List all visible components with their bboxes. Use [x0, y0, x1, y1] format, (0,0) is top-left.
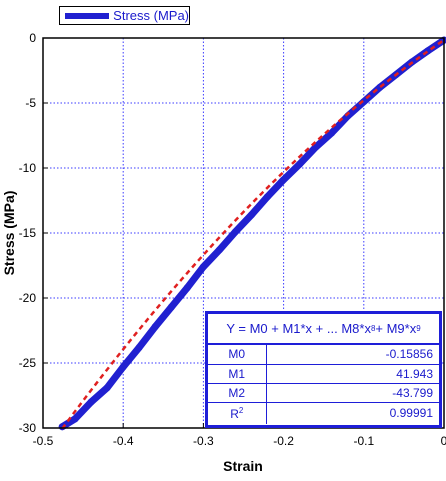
fit-param-label: M0: [208, 345, 267, 365]
x-tick-label: -0.3: [193, 434, 214, 448]
fit-row: M0 -0.15856: [208, 345, 439, 365]
x-axis-label: Strain: [223, 458, 263, 474]
fit-param-label: R2: [208, 401, 267, 424]
x-tick-label: -0.1: [353, 434, 374, 448]
fit-curve: [61, 39, 445, 430]
data-point: [71, 415, 79, 423]
data-point: [296, 160, 304, 168]
data-point: [360, 98, 368, 106]
y-tick-label: 0: [29, 31, 36, 45]
y-tick-label: -10: [19, 161, 37, 175]
data-point: [119, 363, 127, 371]
data-point: [167, 303, 175, 311]
legend-label: Stress (MPa): [113, 8, 189, 23]
data-point: [87, 398, 95, 406]
x-tick-label: -0.5: [33, 434, 54, 448]
data-point: [183, 284, 191, 292]
fit-param-label: M1: [208, 363, 267, 384]
legend-swatch: [65, 12, 110, 19]
y-tick-label: -20: [19, 291, 37, 305]
data-point: [103, 384, 111, 392]
data-point: [231, 228, 239, 236]
fit-param-label: M2: [208, 382, 267, 403]
data-point: [248, 211, 256, 219]
fit-coefficients: M0 -0.15856 M1 41.943 M2 -43.799 R2 0.99991: [208, 345, 439, 424]
data-point: [328, 129, 336, 137]
data-point: [135, 343, 143, 351]
fit-results-table: Y = M0 + M1*x + ... M8*x 8 + M9*x 9 M0 -0.1…: [205, 311, 442, 428]
y-tick-label: -15: [19, 226, 37, 240]
legend: Stress (MPa): [59, 6, 190, 25]
y-tick-label: -30: [19, 421, 37, 435]
y-tick-label: -5: [25, 96, 36, 110]
data-point: [264, 193, 272, 201]
fit-param-value: -43.799: [265, 382, 439, 403]
y-tick-label: -25: [19, 356, 37, 370]
x-tick-label: 0: [441, 434, 446, 448]
data-point: [312, 143, 320, 151]
data-series: [58, 36, 446, 431]
x-axis-ticks: -0.5 -0.4 -0.3 -0.2 -0.1 0: [33, 423, 446, 448]
fit-param-value: -0.15856: [265, 345, 439, 365]
data-point: [151, 323, 159, 331]
fit-equation: Y = M0 + M1*x + ... M8*x 8 + M9*x 9: [208, 314, 439, 345]
x-tick-label: -0.4: [113, 434, 134, 448]
data-point: [280, 176, 288, 184]
y-axis-label: Stress (MPa): [1, 191, 17, 276]
x-tick-label: -0.2: [273, 434, 294, 448]
fit-line: [61, 39, 445, 430]
data-point: [199, 263, 207, 271]
fit-row: R2 0.99991: [208, 401, 439, 424]
y-axis-ticks: -30 -25 -20 -15 -10 -5 0: [19, 31, 48, 435]
fit-param-value: 41.943: [265, 363, 439, 384]
data-point: [215, 246, 223, 254]
fit-row: M2 -43.799: [208, 382, 439, 403]
fit-row: M1 41.943: [208, 363, 439, 384]
fit-param-value: 0.99991: [265, 401, 439, 424]
